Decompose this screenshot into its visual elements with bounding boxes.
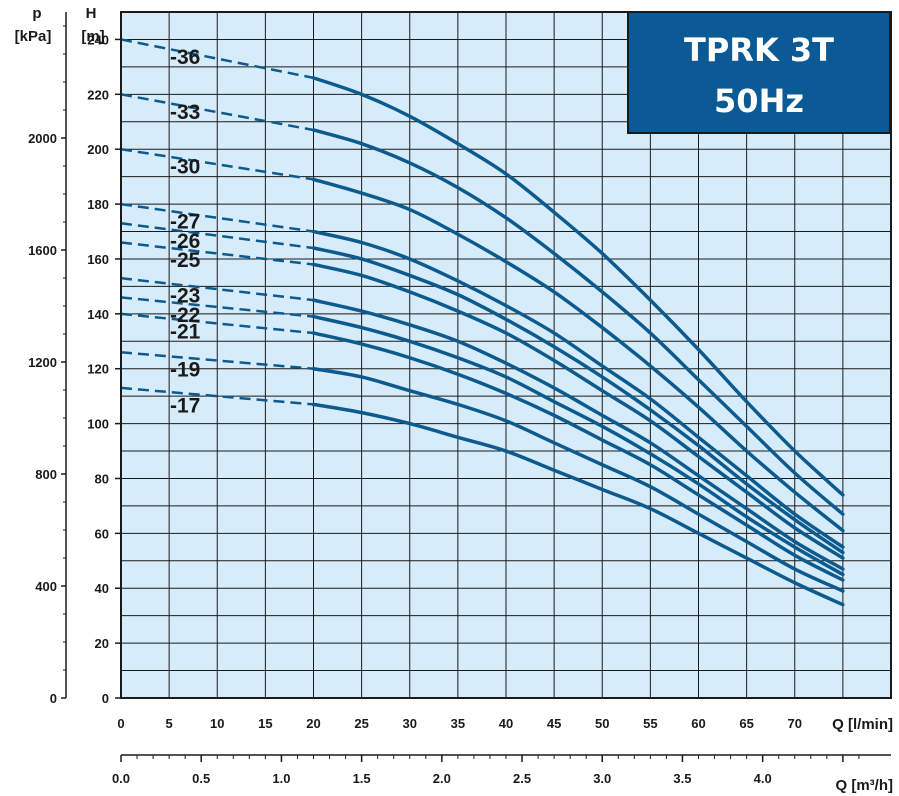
p-tick-label: 800 <box>35 467 57 482</box>
p-axis-unit-label: [kPa] <box>15 28 52 45</box>
x-tick-label: 0 <box>117 716 124 731</box>
x-tick-label: 5 <box>166 716 173 731</box>
y-tick-label: 160 <box>87 252 109 267</box>
p-tick-label: 0 <box>50 691 57 706</box>
y-tick-label: 100 <box>87 417 109 432</box>
x-tick-label: 60 <box>691 716 705 731</box>
p-tick-label: 400 <box>35 579 57 594</box>
p-tick-label: 1200 <box>28 355 57 370</box>
chart-title: TPRK 3T <box>684 31 834 69</box>
y-tick-label: 180 <box>87 197 109 212</box>
p-tick-label: 2000 <box>28 131 57 146</box>
y-axis-label: H <box>86 5 97 22</box>
y-tick-label: 200 <box>87 142 109 157</box>
x-tick-label: 25 <box>354 716 368 731</box>
x2-axis-label: Q [m³/h] <box>836 777 894 794</box>
y-tick-label: 40 <box>95 581 109 596</box>
x-tick-label: 45 <box>547 716 561 731</box>
curve-label: -30 <box>170 156 200 179</box>
x2-tick-label: 3.5 <box>673 771 691 786</box>
y-tick-label: 60 <box>95 526 109 541</box>
x-tick-label: 35 <box>451 716 465 731</box>
x-tick-label: 50 <box>595 716 609 731</box>
curve-label: -21 <box>170 320 201 343</box>
y-tick-label: 120 <box>87 362 109 377</box>
p-axis-label: p <box>32 5 41 22</box>
y-tick-label: 140 <box>87 307 109 322</box>
x2-tick-label: 0.0 <box>112 771 130 786</box>
title-box: TPRK 3T 50Hz <box>628 12 890 133</box>
x-tick-label: 10 <box>210 716 224 731</box>
curve-label: -25 <box>170 249 201 272</box>
x2-tick-label: 2.0 <box>433 771 451 786</box>
x-tick-label: 65 <box>739 716 753 731</box>
x2-tick-label: 1.0 <box>272 771 290 786</box>
curve-label: -33 <box>170 101 200 124</box>
x-tick-label: 55 <box>643 716 657 731</box>
x2-tick-label: 4.0 <box>754 771 772 786</box>
y-axis-unit-label: [m] <box>81 28 104 45</box>
x-axis-label: Q [l/min] <box>832 716 893 733</box>
x2-tick-label: 2.5 <box>513 771 531 786</box>
curve-labels: -36-33-30-27-26-25-23-22-21-19-17 <box>170 46 201 417</box>
y-tick-label: 0 <box>102 691 109 706</box>
y-tick-label: 20 <box>95 636 109 651</box>
x-tick-label: 15 <box>258 716 272 731</box>
curve-label: -36 <box>170 46 200 69</box>
chart-subtitle: 50Hz <box>714 82 804 120</box>
y-tick-label: 220 <box>87 87 109 102</box>
curve-label: -19 <box>170 359 200 382</box>
x2-tick-label: 0.5 <box>192 771 210 786</box>
x2-tick-label: 3.0 <box>593 771 611 786</box>
p-tick-label: 1600 <box>28 243 57 258</box>
x2-tick-label: 1.5 <box>353 771 371 786</box>
y-tick-label: 80 <box>95 471 109 486</box>
x-tick-label: 40 <box>499 716 513 731</box>
curve-label: -17 <box>170 394 200 417</box>
x-tick-label: 30 <box>403 716 417 731</box>
x-tick-label: 70 <box>788 716 802 731</box>
x-tick-label: 20 <box>306 716 320 731</box>
